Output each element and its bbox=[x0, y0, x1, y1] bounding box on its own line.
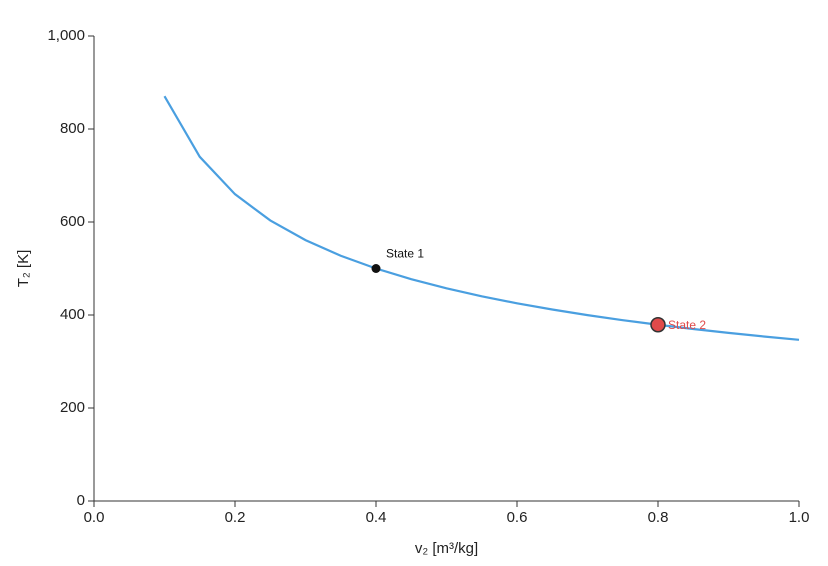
state-point bbox=[371, 264, 381, 273]
x-tick-label: 0.2 bbox=[225, 509, 246, 526]
x-tick-label: 1.0 bbox=[789, 509, 810, 526]
x-tick-label: 0.6 bbox=[507, 509, 528, 526]
y-tick-label: 600 bbox=[60, 213, 85, 230]
state-label: State 2 bbox=[668, 318, 706, 332]
y-tick-label: 400 bbox=[60, 306, 85, 323]
state-point bbox=[650, 317, 666, 333]
y-tick-label: 800 bbox=[60, 120, 85, 137]
x-tick-label: 0.8 bbox=[648, 509, 669, 526]
curve bbox=[163, 95, 800, 341]
state-label: State 1 bbox=[386, 247, 424, 261]
x-axis-label: v₂ [m³/kg] bbox=[415, 540, 478, 557]
y-tick-label: 0 bbox=[77, 492, 85, 509]
x-tick-label: 0.4 bbox=[366, 509, 387, 526]
y-tick-label: 1,000 bbox=[47, 27, 85, 44]
y-tick-label: 200 bbox=[60, 399, 85, 416]
x-tick-label: 0.0 bbox=[84, 509, 105, 526]
y-axis-label: T₂ [K] bbox=[15, 250, 32, 288]
